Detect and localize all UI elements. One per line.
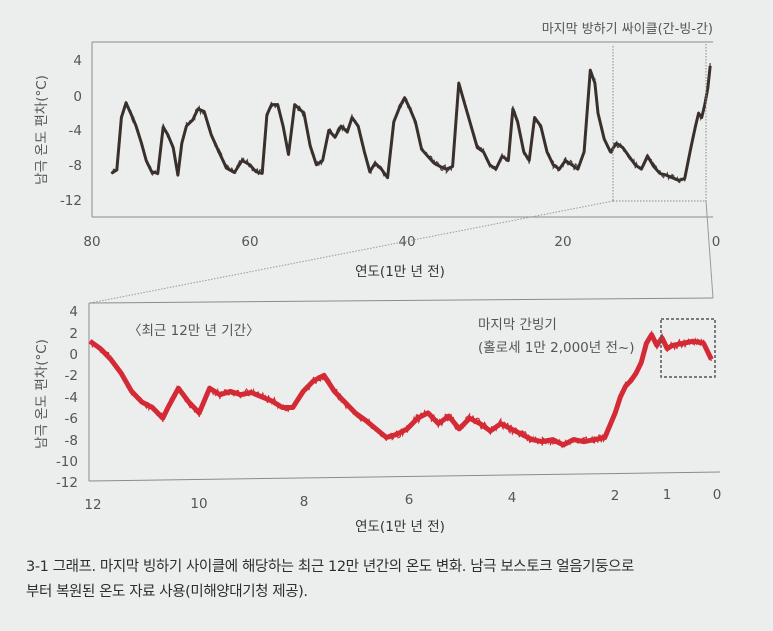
holocene-highlight-box xyxy=(660,318,716,378)
x-tick: 10 xyxy=(190,496,207,512)
x-tick: 40 xyxy=(398,234,415,250)
y-tick: -6 xyxy=(65,411,78,427)
x-tick: 60 xyxy=(241,234,258,250)
last-interglacial-label: 마지막 간빙기 xyxy=(478,317,557,333)
x-tick: 0 xyxy=(712,234,721,250)
figure-caption: 3-1 그래프. 마지막 빙하기 사이클에 해당하는 최근 12만 년간의 온도… xyxy=(26,555,756,605)
bottom-chart-top-border xyxy=(88,297,714,304)
zoom-connector-lines xyxy=(89,200,714,304)
y-tick: 0 xyxy=(69,347,78,363)
y-tick: 2 xyxy=(69,326,78,342)
x-tick: 20 xyxy=(554,234,571,250)
x-tick: 1 xyxy=(663,487,672,503)
y-tick: -8 xyxy=(65,433,78,449)
y-tick: 4 xyxy=(73,53,82,69)
bottom-chart-y-label: 남극 온도 편차(°C) xyxy=(34,339,50,449)
x-tick: 12 xyxy=(84,497,101,513)
x-tick: 8 xyxy=(300,494,309,510)
y-tick: -12 xyxy=(56,475,78,491)
top-chart: 마지막 방하기 싸이클(간-빙-간) 4 0 -4 -8 -12 80 60 4… xyxy=(34,22,720,280)
top-chart-y-ticks: 4 0 -4 -8 -12 xyxy=(60,53,82,209)
y-tick: -8 xyxy=(69,158,82,174)
x-tick: 6 xyxy=(405,492,414,508)
top-chart-x-ticks: 80 60 40 20 0 xyxy=(83,234,720,250)
top-chart-x-label: 연도(1만 년 전) xyxy=(355,264,445,280)
y-tick: -4 xyxy=(69,123,82,139)
top-chart-series-line xyxy=(110,65,712,182)
y-tick: 0 xyxy=(73,89,82,105)
y-tick: -10 xyxy=(56,454,78,470)
top-chart-zoom-region xyxy=(612,44,707,202)
y-tick: 4 xyxy=(69,304,78,320)
bottom-chart-y-ticks: 4 2 0 -2 -4 -6 -8 -10 -12 xyxy=(56,304,78,491)
x-tick: 2 xyxy=(611,488,620,504)
top-chart-series-noise xyxy=(111,63,711,184)
x-tick: 80 xyxy=(83,234,100,250)
holocene-label: (홀로세 1만 2,000년 전~) xyxy=(478,340,634,356)
top-chart-title: 마지막 방하기 싸이클(간-빙-간) xyxy=(542,22,713,37)
bottom-chart-period-label: 〈최근 12만 년 기간〉 xyxy=(128,323,260,339)
y-tick: -12 xyxy=(60,193,82,209)
bottom-chart-series-noise xyxy=(89,329,712,449)
y-tick: -4 xyxy=(65,390,78,406)
top-chart-y-label: 남극 온도 편차(°C) xyxy=(34,75,50,185)
caption-line-2: 부터 복원된 온도 자료 사용(미해양대기청 제공). xyxy=(26,584,308,600)
bottom-chart: 4 2 0 -2 -4 -6 -8 -10 -12 12 10 8 6 4 2 … xyxy=(34,297,721,535)
caption-line-1: 3-1 그래프. 마지막 빙하기 사이클에 해당하는 최근 12만 년간의 온도… xyxy=(26,559,634,575)
x-tick: 0 xyxy=(713,487,722,503)
bottom-chart-x-ticks: 12 10 8 6 4 2 1 0 xyxy=(84,487,721,513)
y-tick: -2 xyxy=(65,368,78,384)
bottom-chart-bottom-border xyxy=(88,471,721,482)
bottom-chart-x-label: 연도(1만 년 전) xyxy=(355,519,445,535)
x-tick: 4 xyxy=(508,490,517,506)
